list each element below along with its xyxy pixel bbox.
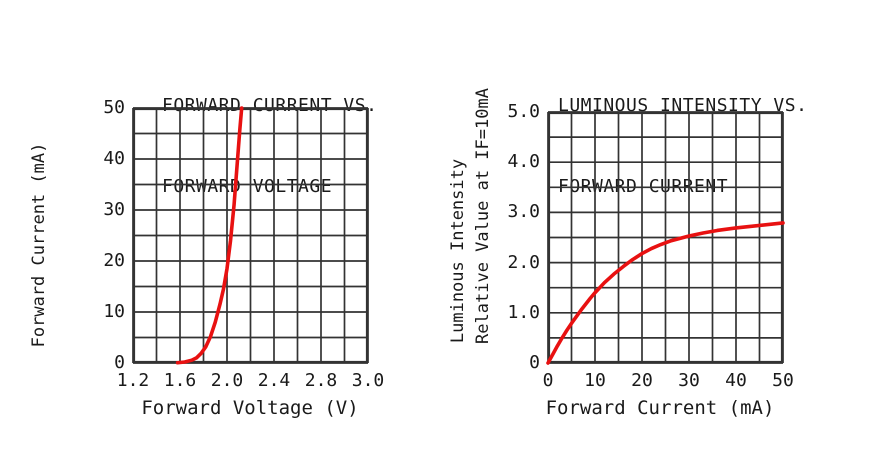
x-tick-0: 0 bbox=[542, 370, 554, 391]
y-tick-2.0: 2.0 bbox=[507, 251, 540, 273]
y-tick-30: 30 bbox=[103, 199, 125, 220]
chart-title-line: LUMINOUS INTENSITY VS. bbox=[558, 95, 808, 116]
y-tick-5.0: 5.0 bbox=[507, 101, 540, 122]
y-tick-0: 0 bbox=[529, 352, 540, 373]
x-tick-3.0: 3.0 bbox=[351, 370, 385, 391]
y-tick-20: 20 bbox=[103, 250, 125, 271]
x-tick-2.4: 2.4 bbox=[257, 370, 291, 391]
y-tick-50: 50 bbox=[103, 97, 125, 118]
y-axis-label-line-1: Luminous Intensity bbox=[448, 158, 468, 344]
y-tick-40: 40 bbox=[103, 148, 125, 169]
y-tick-0: 0 bbox=[114, 352, 125, 373]
x-tick-1.2: 1.2 bbox=[116, 370, 150, 391]
x-tick-10: 10 bbox=[584, 370, 606, 391]
data-curve-relative-luminous-intensity-vs-forward-current bbox=[546, 221, 785, 365]
x-tick-50: 50 bbox=[772, 370, 794, 391]
x-tick-40: 40 bbox=[725, 370, 747, 391]
x-tick-2.8: 2.8 bbox=[304, 370, 338, 391]
x-tick-2.0: 2.0 bbox=[210, 370, 244, 391]
chart-title-line: FORWARD CURRENT VS. bbox=[162, 95, 378, 116]
x-tick-30: 30 bbox=[678, 370, 700, 391]
plot-border bbox=[547, 111, 784, 364]
plot-border bbox=[132, 107, 369, 364]
y-tick-3.0: 3.0 bbox=[507, 201, 540, 223]
plot-area bbox=[132, 106, 369, 365]
chart-title-line: FORWARD VOLTAGE bbox=[162, 176, 333, 197]
x-tick-1.6: 1.6 bbox=[163, 370, 197, 391]
x-tick-20: 20 bbox=[631, 370, 653, 391]
x-axis-label: Forward Voltage (V) bbox=[141, 397, 359, 419]
y-tick-10: 10 bbox=[103, 301, 125, 322]
y-tick-1.0: 1.0 bbox=[507, 301, 540, 323]
plot-area bbox=[546, 111, 785, 365]
y-axis-label: Forward Current (mA) bbox=[29, 142, 49, 348]
chart-title: FORWARD CURRENT VS. FORWARD VOLTAGE bbox=[162, 38, 377, 254]
x-axis-label: Forward Current (mA) bbox=[545, 397, 775, 419]
y-tick-4.0: 4.0 bbox=[507, 151, 540, 173]
data-curve-forward-current-vs-forward-voltage bbox=[175, 106, 244, 365]
